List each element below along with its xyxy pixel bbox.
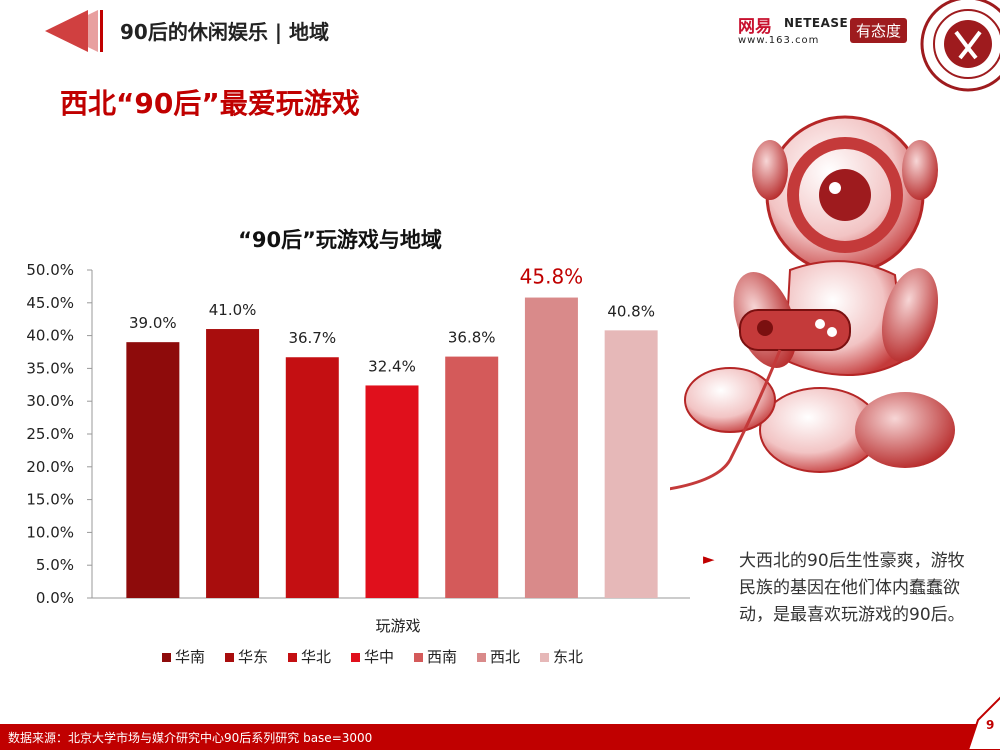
netease-url-text: www.163.com [738, 35, 820, 46]
data-label-西北: 45.8% [520, 265, 584, 289]
insight-text: 大西北的90后生性豪爽，游牧民族的基因在他们体内蠢蠢欲动，是最喜欢玩游戏的90后… [739, 551, 965, 625]
legend-label-华南: 华南 [175, 648, 205, 666]
data-label-华东: 41.0% [209, 301, 257, 319]
robot-gamer-illustration [670, 115, 955, 491]
legend-label-华东: 华东 [238, 648, 268, 666]
legend-label-华北: 华北 [301, 648, 331, 666]
data-source: 数据来源：北京大学市场与媒介研究中心90后系列研究 base=3000 [8, 731, 373, 745]
y-tick-label: 25.0% [26, 425, 74, 443]
main-title: 西北“90后”最爱玩游戏 [60, 87, 360, 120]
y-tick-label: 35.0% [26, 359, 74, 377]
legend-label-华中: 华中 [364, 648, 394, 666]
bar-西南 [445, 356, 499, 598]
bar-华北 [285, 357, 339, 598]
y-tick-label: 20.0% [26, 458, 74, 476]
y-tick-label: 5.0% [36, 556, 74, 574]
y-tick-label: 15.0% [26, 491, 74, 509]
legend-swatch-华东 [225, 653, 234, 662]
y-tick-label: 40.0% [26, 327, 74, 345]
legend-swatch-华北 [288, 653, 297, 662]
data-label-西南: 36.8% [448, 329, 496, 347]
section-title: 90后的休闲娱乐 | 地域 [120, 20, 330, 44]
university-seal-icon [920, 0, 1000, 92]
y-tick-label: 30.0% [26, 392, 74, 410]
bar-chart: “90后”玩游戏与地域 0.0% 5.0% 10.0% 15.0% 20.0% 25.0% 3… [0, 215, 700, 685]
netease-cn-text: 网易 [738, 17, 772, 37]
y-tick-label: 50.0% [26, 261, 74, 279]
bar-西北 [524, 297, 578, 598]
bar-东北 [604, 330, 658, 598]
legend-swatch-西北 [477, 653, 486, 662]
data-label-华南: 39.0% [129, 314, 177, 332]
data-label-华北: 36.7% [288, 329, 336, 347]
bar-华中 [365, 385, 419, 598]
x-axis-label: 玩游戏 [375, 617, 420, 635]
bar-chart-svg: “90后”玩游戏与地域 0.0% 5.0% 10.0% 15.0% 20.0% 25.0% 3… [26, 228, 690, 666]
legend-swatch-西南 [414, 653, 423, 662]
bullet-arrow-icon: ► [703, 550, 715, 568]
header-arrow-icon [45, 10, 103, 52]
bar-华东 [206, 329, 260, 598]
legend-label-东北: 东北 [553, 648, 583, 666]
data-label-东北: 40.8% [607, 302, 655, 320]
bar-华南 [126, 342, 180, 598]
youtaidu-badge: 有态度 [850, 18, 908, 43]
y-tick-label: 10.0% [26, 523, 74, 541]
footer-bar [0, 724, 1000, 750]
page-number: 9 [986, 718, 995, 732]
y-tick-label: 45.0% [26, 294, 74, 312]
chart-title: “90后”玩游戏与地域 [238, 228, 442, 252]
netease-logo: 网易 NETEASE www.163.com [738, 12, 848, 48]
legend-swatch-华中 [351, 653, 360, 662]
legend-label-西北: 西北 [490, 648, 520, 666]
legend-label-西南: 西南 [427, 648, 457, 666]
y-tick-label: 0.0% [36, 589, 74, 607]
netease-en-text: NETEASE [784, 16, 849, 30]
page-corner-icon [968, 696, 1000, 750]
legend-swatch-华南 [162, 653, 171, 662]
data-label-华中: 32.4% [368, 357, 416, 375]
legend-swatch-东北 [540, 653, 549, 662]
